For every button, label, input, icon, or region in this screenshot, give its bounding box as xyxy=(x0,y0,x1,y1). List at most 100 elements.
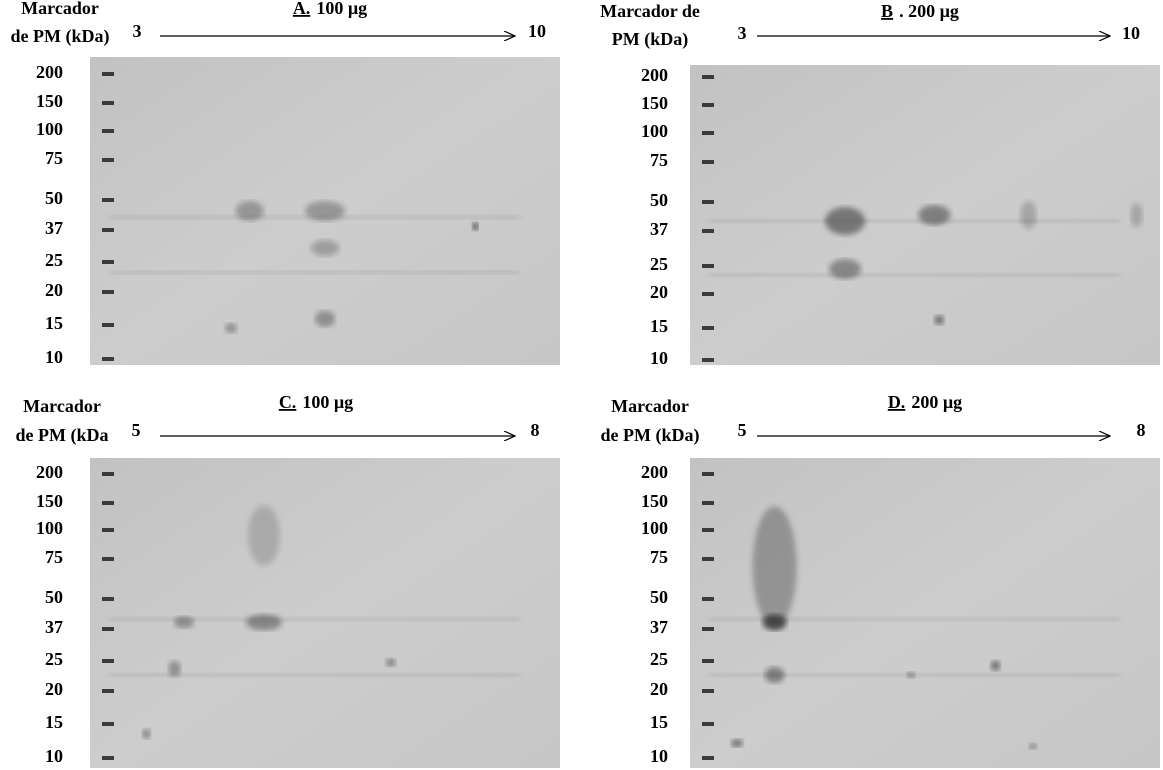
ph-end: 8 xyxy=(1137,420,1146,440)
marker-band xyxy=(702,557,714,561)
gel-streak xyxy=(710,673,1120,677)
mw-label: 75 xyxy=(650,547,668,567)
mw-label: 75 xyxy=(45,148,63,168)
marker-band xyxy=(102,501,114,505)
marker-band xyxy=(102,72,114,76)
marker-band xyxy=(102,158,114,162)
marker-band xyxy=(102,357,114,361)
gel-spot xyxy=(305,201,345,221)
gel-spot xyxy=(752,506,797,627)
gel-spot xyxy=(385,658,396,667)
mw-label: 75 xyxy=(650,150,668,170)
mw-label: 50 xyxy=(45,188,63,208)
marker-band xyxy=(702,160,714,164)
marker-band xyxy=(102,756,114,760)
marker-band xyxy=(102,689,114,693)
gel-spot xyxy=(472,222,479,231)
panel: Marcador de PM (kDa) D. 200 µg 5 8 200 150 100 75… xyxy=(601,392,1160,768)
mw-label: 50 xyxy=(650,190,668,210)
marker-band xyxy=(702,627,714,631)
gel-spot xyxy=(825,207,866,235)
marker-label: de PM (kDa) xyxy=(601,425,700,446)
panel-letter: B xyxy=(881,1,893,21)
marker-band xyxy=(702,689,714,693)
gel-spot xyxy=(168,660,181,677)
marker-band xyxy=(702,103,714,107)
panel-letter: D. xyxy=(888,392,906,412)
gel-spot xyxy=(906,672,915,678)
marker-band xyxy=(102,228,114,232)
marker-band xyxy=(702,326,714,330)
mw-label: 25 xyxy=(45,250,63,270)
gel-spot xyxy=(142,728,151,739)
gel-background xyxy=(90,458,560,768)
marker-band xyxy=(702,131,714,135)
gel-content xyxy=(102,72,520,361)
mw-label: 150 xyxy=(641,93,668,113)
mw-label: 15 xyxy=(45,313,63,333)
gel-streak xyxy=(710,273,1120,277)
mw-label: 20 xyxy=(45,280,63,300)
gel-content xyxy=(702,75,1143,362)
mw-label: 15 xyxy=(650,316,668,336)
gel-spot xyxy=(225,323,237,334)
marker-band xyxy=(702,756,714,760)
panel-amount: 100 µg xyxy=(316,0,367,18)
panel-title: C. 100 µg xyxy=(279,392,353,412)
panel-letter: A. xyxy=(293,0,311,18)
marker-band xyxy=(702,292,714,296)
mw-label: 150 xyxy=(36,491,63,511)
gel-image xyxy=(90,57,560,365)
ph-start: 5 xyxy=(738,420,747,440)
panel-letter: C. xyxy=(279,392,297,412)
mw-label: 20 xyxy=(650,679,668,699)
marker-label: Marcador xyxy=(21,0,99,18)
gel-spot xyxy=(235,201,264,221)
marker-band xyxy=(702,722,714,726)
gel-image xyxy=(90,458,560,768)
marker-band xyxy=(102,198,114,202)
marker-band xyxy=(702,659,714,663)
marker-band xyxy=(702,358,714,362)
mw-label: 10 xyxy=(650,746,668,766)
gel-spot xyxy=(1029,743,1038,750)
gel-image xyxy=(690,65,1160,365)
mw-label: 37 xyxy=(45,218,63,238)
marker-band xyxy=(102,528,114,532)
mw-label: 100 xyxy=(36,518,63,538)
marker-label: PM (kDa) xyxy=(612,29,688,50)
marker-band xyxy=(102,323,114,327)
ph-end: 10 xyxy=(1122,23,1140,43)
ph-start: 3 xyxy=(738,23,747,43)
gel-spot xyxy=(731,739,743,748)
gel-spot xyxy=(990,660,1001,671)
mw-label: 20 xyxy=(45,679,63,699)
mw-label: 200 xyxy=(641,65,668,85)
marker-label: Marcador de xyxy=(600,1,700,21)
mw-label: 10 xyxy=(45,347,63,367)
ph-start: 3 xyxy=(133,21,142,41)
mw-label: 100 xyxy=(641,121,668,141)
marker-label: Marcador xyxy=(611,396,689,416)
marker-band xyxy=(702,597,714,601)
gel-spot xyxy=(1130,203,1143,227)
mw-label: 100 xyxy=(641,518,668,538)
mw-label: 75 xyxy=(45,547,63,567)
mw-label: 150 xyxy=(641,491,668,511)
marker-band xyxy=(102,597,114,601)
marker-band xyxy=(102,627,114,631)
marker-band xyxy=(702,472,714,476)
panel-amount: . 200 µg xyxy=(899,1,959,21)
mw-label: 25 xyxy=(650,649,668,669)
marker-label: de PM (kDa) xyxy=(11,26,110,47)
panel-title: D. 200 µg xyxy=(888,392,962,412)
mw-label: 200 xyxy=(641,462,668,482)
mw-label: 200 xyxy=(36,62,63,82)
mw-label: 50 xyxy=(650,587,668,607)
gel-spot xyxy=(245,614,282,631)
marker-label: de PM (kDa xyxy=(16,425,109,446)
marker-band xyxy=(702,229,714,233)
panel-amount: 100 µg xyxy=(302,392,353,412)
panel: Marcador de PM (kDa) A. 100 µg 3 10 200 150 100 7… xyxy=(11,0,560,367)
